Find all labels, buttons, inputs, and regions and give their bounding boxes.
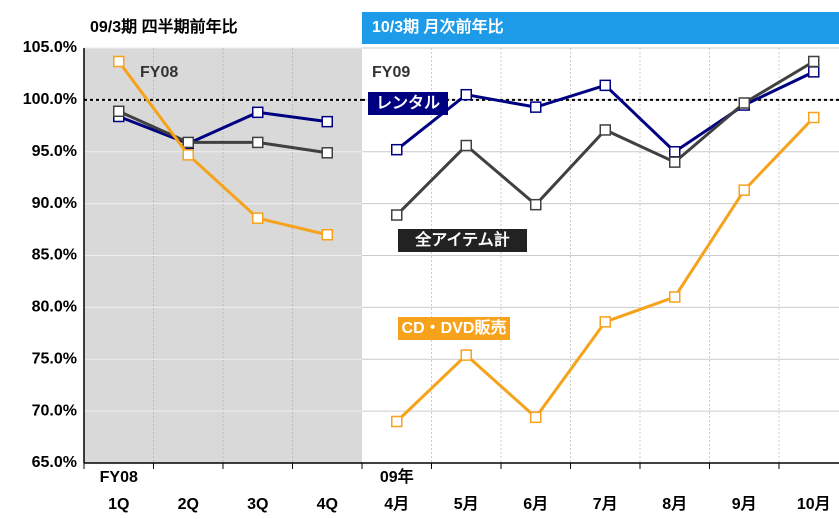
- marker: [669, 291, 681, 303]
- x-tick-label: 5月: [454, 495, 479, 513]
- marker: [182, 136, 194, 149]
- marker: [460, 349, 472, 361]
- series-line: [118, 110, 328, 146]
- y-tick-label: 90.0%: [32, 195, 77, 212]
- header-bar: [362, 12, 839, 44]
- marker: [530, 411, 542, 424]
- series-label-box: [398, 317, 510, 340]
- marker: [321, 229, 333, 241]
- x-tick-label: 7月: [593, 495, 618, 513]
- marker: [182, 149, 194, 161]
- marker: [808, 66, 820, 78]
- y-tick-label: 70.0%: [32, 402, 77, 419]
- marker: [252, 106, 264, 119]
- x-tick-label: 8月: [662, 495, 687, 513]
- series-label: レンタル: [376, 94, 440, 112]
- marker: [738, 97, 750, 109]
- y-tick-label: 65.0%: [32, 454, 77, 471]
- y-tick-label: 75.0%: [32, 350, 77, 367]
- x-tick-label: 4月: [384, 495, 409, 513]
- marker: [460, 88, 472, 101]
- marker: [252, 136, 264, 149]
- marker: [808, 111, 820, 124]
- marker: [252, 212, 264, 224]
- x-tick-label: 3Q: [247, 496, 268, 513]
- marker: [530, 198, 542, 211]
- marker: [738, 184, 750, 196]
- marker: [808, 55, 820, 68]
- marker: [599, 124, 611, 136]
- y-tick-label: 95.0%: [32, 143, 77, 160]
- series-label: 全アイテム計: [414, 230, 509, 249]
- panel-title: 09/3期 四半期前年比: [90, 17, 238, 36]
- panel-label: FY08: [140, 64, 178, 81]
- x-tick-label: 10月: [797, 495, 831, 513]
- marker: [321, 115, 333, 128]
- marker: [599, 79, 611, 92]
- y-tick-label: 105.0%: [23, 39, 77, 56]
- marker: [391, 209, 403, 221]
- y-tick-label: 100.0%: [23, 91, 77, 108]
- series-line: [118, 109, 328, 155]
- marker: [599, 316, 611, 328]
- marker: [113, 55, 125, 68]
- marker: [113, 105, 125, 118]
- panel-title: 10/3期 月次前年比: [372, 17, 504, 36]
- marker: [391, 143, 403, 156]
- x-tick-label: 1Q: [108, 496, 129, 513]
- x-tick-label: 2Q: [178, 496, 199, 513]
- axis-note: 09年: [380, 467, 414, 486]
- marker: [530, 101, 542, 113]
- x-tick-label: 6月: [523, 495, 548, 513]
- y-tick-label: 85.0%: [32, 247, 77, 264]
- axis-note: FY08: [100, 469, 138, 486]
- series-label-box: [398, 229, 527, 252]
- series-label: CD・DVD販売: [402, 318, 507, 337]
- x-tick-label: 9月: [732, 495, 757, 513]
- marker: [669, 156, 681, 168]
- panel-label: FY09: [372, 64, 410, 81]
- marker: [321, 147, 333, 159]
- series-label-box: [368, 92, 448, 115]
- marker: [460, 139, 472, 152]
- marker: [391, 415, 403, 428]
- series-line: [117, 60, 328, 237]
- x-tick-label: 4Q: [317, 496, 338, 513]
- marker: [669, 146, 681, 158]
- y-tick-label: 80.0%: [32, 299, 77, 316]
